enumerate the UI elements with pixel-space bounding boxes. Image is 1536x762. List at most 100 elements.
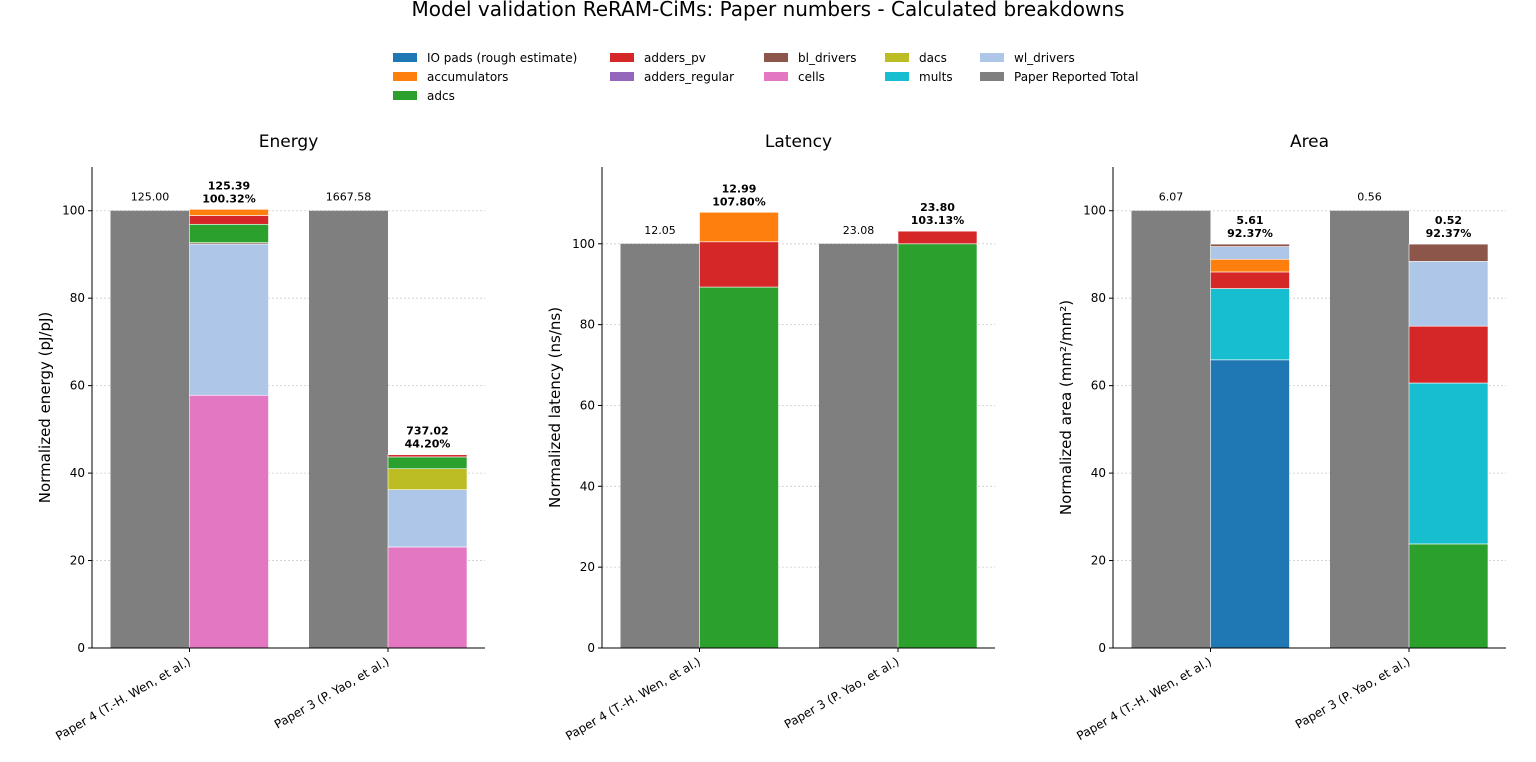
legend-item-paper-reported-total: Paper Reported Total xyxy=(980,70,1138,84)
legend-item-adders-regular: adders_regular xyxy=(610,70,734,84)
calc-percent-label: 100.32% xyxy=(202,192,255,205)
bar-segment-mults xyxy=(1210,288,1290,361)
y-tick-label: 80 xyxy=(70,291,85,305)
calc-percent-label: 44.20% xyxy=(405,438,451,451)
legend-swatch xyxy=(393,53,417,62)
bar-segment-mults xyxy=(1408,382,1489,545)
y-axis-label: Normalized latency (ns/ns) xyxy=(546,307,564,508)
x-tick-label: Paper 4 (T.-H. Wen, et al.) xyxy=(53,654,193,743)
y-tick-label: 60 xyxy=(70,379,85,393)
legend-swatch xyxy=(885,53,909,62)
legend-item-accumulators: accumulators xyxy=(393,70,508,84)
legend-label: cells xyxy=(798,70,825,84)
legend-label: Paper Reported Total xyxy=(1014,70,1138,84)
y-tick-label: 60 xyxy=(1091,379,1106,393)
x-tick-label: Paper 3 (P. Yao, et al.) xyxy=(1293,654,1413,731)
paper-total-label: 23.08 xyxy=(843,224,875,237)
y-tick-label: 20 xyxy=(70,554,85,568)
panel-area: Area 0 20 40 60 80 100 Normalized area (mm²/mm²… xyxy=(1057,132,1506,743)
legend-item-bl-drivers: bl_drivers xyxy=(764,51,857,65)
y-axis-label: Normalized energy (pJ/pJ) xyxy=(36,312,54,504)
calc-percent-label: 107.80% xyxy=(712,195,765,208)
bar-segment-io-pads-rough-estimate xyxy=(1210,359,1290,649)
x-tick-label: Paper 3 (P. Yao, et al.) xyxy=(782,654,902,731)
calc-total-label: 125.39 xyxy=(208,179,250,192)
legend-item-dacs: dacs xyxy=(885,51,947,65)
legend-swatch xyxy=(393,91,417,100)
bar-segment-dacs xyxy=(387,468,468,491)
y-tick-label: 20 xyxy=(580,560,595,574)
y-tick-label: 80 xyxy=(580,318,595,332)
legend-item-cells: cells xyxy=(764,70,825,84)
bar-segment-adders-pv xyxy=(189,215,269,225)
y-tick-label: 0 xyxy=(1098,641,1106,655)
panel-energy: Energy 0 20 40 60 80 100 Normalized energy (pJ/… xyxy=(36,132,485,743)
y-tick-label: 40 xyxy=(1091,466,1106,480)
y-tick-label: 40 xyxy=(580,479,595,493)
legend-swatch xyxy=(885,72,909,81)
bar-segment-adcs xyxy=(1408,543,1489,649)
bar-segment-adders-pv xyxy=(1210,271,1290,289)
bar-segment-cells xyxy=(189,394,269,649)
bar-segment-bl-drivers xyxy=(1210,243,1290,247)
calc-total-label: 737.02 xyxy=(406,425,448,438)
legend-item-adders-pv: adders_pv xyxy=(610,51,706,65)
legend-label: mults xyxy=(919,70,953,84)
legend-label: accumulators xyxy=(427,70,508,84)
bar-segment-wl-drivers xyxy=(189,243,269,396)
panel-latency: Latency 0 20 40 60 80 100 Normalized latency (n… xyxy=(546,132,995,743)
panel-title: Latency xyxy=(765,132,832,152)
bar-segment-accumulators xyxy=(189,209,269,216)
legend-swatch xyxy=(764,72,788,81)
bar-segment-adders-pv xyxy=(699,241,779,288)
legend-swatch xyxy=(610,53,634,62)
bar-segment-adcs xyxy=(699,286,779,649)
y-tick-label: 80 xyxy=(1091,291,1106,305)
paper-total-label: 6.07 xyxy=(1159,191,1184,204)
bar-paper-reported-total xyxy=(819,243,898,648)
bar-segment-bl-drivers xyxy=(1408,243,1489,262)
bar-segment-accumulators xyxy=(699,211,779,243)
legend-swatch xyxy=(980,53,1004,62)
y-tick-label: 40 xyxy=(70,466,85,480)
calc-percent-label: 103.13% xyxy=(911,214,964,227)
y-tick-label: 0 xyxy=(587,641,595,655)
bar-paper-reported-total xyxy=(620,243,700,648)
y-tick-label: 100 xyxy=(62,204,85,218)
legend-label: bl_drivers xyxy=(798,51,857,65)
bar-segment-adcs xyxy=(387,456,468,470)
bar-segment-cells xyxy=(387,546,468,649)
chart-panels: Energy 0 20 40 60 80 100 Normalized energy (pJ/… xyxy=(36,132,1506,743)
bar-segment-wl-drivers xyxy=(1408,261,1489,327)
legend-label: wl_drivers xyxy=(1014,51,1075,65)
y-tick-label: 20 xyxy=(1091,554,1106,568)
legend-item-wl-drivers: wl_drivers xyxy=(980,51,1075,65)
bar-segment-wl-drivers xyxy=(1210,246,1290,260)
paper-total-label: 1667.58 xyxy=(326,191,372,204)
y-tick-label: 60 xyxy=(580,398,595,412)
bar-segment-accumulators xyxy=(1210,258,1290,273)
y-tick-label: 100 xyxy=(572,237,595,251)
paper-total-label: 12.05 xyxy=(644,224,676,237)
y-tick-label: 0 xyxy=(77,641,85,655)
bar-segment-adcs xyxy=(189,223,269,243)
bar-paper-reported-total xyxy=(1330,210,1409,648)
bar-paper-reported-total xyxy=(309,210,388,648)
bar-segment-adders-pv xyxy=(387,454,468,458)
legend-item-io-pads-rough-estimate: IO pads (rough estimate) xyxy=(393,51,577,65)
bar-segment-adcs xyxy=(897,243,978,649)
calc-total-label: 5.61 xyxy=(1236,214,1263,227)
legend-label: adders_pv xyxy=(644,51,706,65)
legend: IO pads (rough estimate) accumulators adcs… xyxy=(393,51,1138,103)
y-axis-label: Normalized area (mm²/mm²) xyxy=(1057,300,1075,515)
legend-swatch xyxy=(980,72,1004,81)
y-tick-label: 100 xyxy=(1083,204,1106,218)
x-tick-label: Paper 4 (T.-H. Wen, et al.) xyxy=(1074,654,1214,743)
panel-title: Energy xyxy=(259,132,319,152)
